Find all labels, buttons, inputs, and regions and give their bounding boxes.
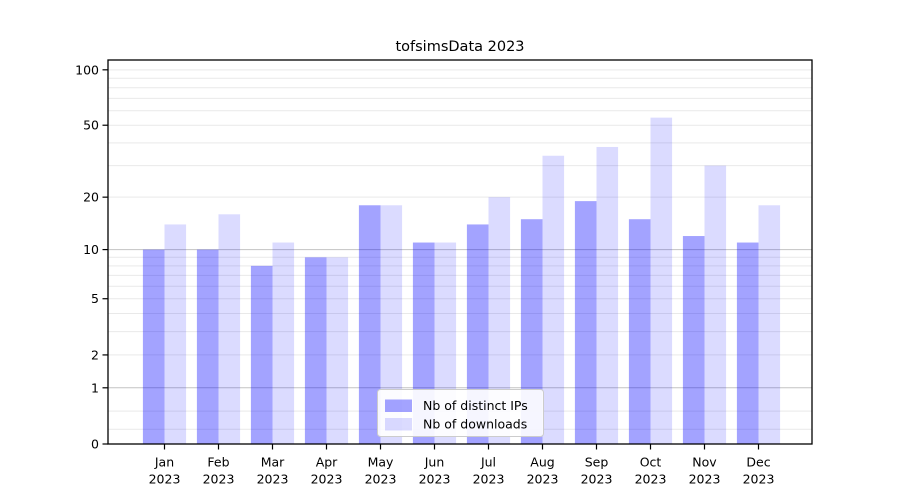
bar-downloads-mar <box>272 242 295 444</box>
bar-downloads-may <box>380 205 403 444</box>
y-tick-label-2: 2 <box>91 347 99 362</box>
bar-downloads-sep <box>596 146 619 444</box>
x-tick-month-jul: Jul <box>480 455 496 470</box>
y-tick-label-10: 10 <box>83 242 99 257</box>
x-tick-year-jan: 2023 <box>149 472 181 487</box>
legend-box <box>377 389 544 437</box>
plot-border <box>107 59 813 445</box>
x-tick-month-aug: Aug <box>530 455 554 470</box>
x-tick-year-jun: 2023 <box>419 472 451 487</box>
x-tick-month-may: May <box>368 455 394 470</box>
bar-ips-oct <box>628 219 651 444</box>
y-tick-label-100: 100 <box>75 62 99 77</box>
bar-ips-jan <box>142 249 165 444</box>
y-tick-label-1: 1 <box>91 380 99 395</box>
bar-ips-may <box>358 205 381 444</box>
chart-title: tofsimsData 2023 <box>395 39 524 55</box>
x-tick-year-apr: 2023 <box>311 472 343 487</box>
bar-ips-nov <box>682 236 705 444</box>
legend-swatch-downloads <box>385 418 412 431</box>
x-tick-year-mar: 2023 <box>257 472 289 487</box>
gridlines <box>108 69 812 430</box>
y-tick-label-20: 20 <box>83 190 99 205</box>
bar-downloads-aug <box>542 155 565 445</box>
bar-ips-dec <box>736 242 759 444</box>
legend-label-downloads: Nb of downloads <box>423 417 527 432</box>
x-tick-month-dec: Dec <box>746 455 770 470</box>
y-tick-label-5: 5 <box>91 291 99 306</box>
y-tick-label-0: 0 <box>91 437 99 452</box>
x-tick-month-jan: Jan <box>154 455 174 470</box>
bar-ips-feb <box>196 249 219 444</box>
x-tick-year-feb: 2023 <box>203 472 235 487</box>
x-tick-month-oct: Oct <box>640 455 662 470</box>
x-tick-year-aug: 2023 <box>527 472 559 487</box>
x-tick-month-apr: Apr <box>316 455 338 470</box>
x-tick-year-dec: 2023 <box>743 472 775 487</box>
bar-ips-apr <box>304 257 327 444</box>
bar-ips-sep <box>574 201 597 444</box>
bar-downloads-oct <box>650 117 673 444</box>
x-tick-year-jul: 2023 <box>473 472 505 487</box>
x-axis-ticks: Jan 2023 Feb 2023 Mar 2023 Apr 2023 May 2023 Jun 20… <box>149 444 775 487</box>
y-tick-label-50: 50 <box>83 118 99 133</box>
x-tick-year-oct: 2023 <box>635 472 667 487</box>
x-tick-month-jun: Jun <box>424 455 445 470</box>
legend-swatch-distinct-ips <box>385 399 412 412</box>
bar-downloads-jan <box>164 224 187 444</box>
bar-downloads-dec <box>758 205 781 444</box>
x-tick-year-may: 2023 <box>365 472 397 487</box>
x-tick-month-feb: Feb <box>207 455 229 470</box>
bar-ips-aug <box>520 219 543 444</box>
bar-downloads-apr <box>326 257 349 444</box>
bar-downloads-jul <box>488 197 511 444</box>
x-tick-year-sep: 2023 <box>581 472 613 487</box>
bar-downloads-nov <box>704 165 727 445</box>
x-tick-month-sep: Sep <box>585 455 609 470</box>
x-tick-year-nov: 2023 <box>689 472 721 487</box>
x-tick-month-mar: Mar <box>261 455 285 470</box>
legend-label-distinct-ips: Nb of distinct IPs <box>423 398 528 413</box>
bar-downloads-feb <box>218 214 241 444</box>
x-tick-month-nov: Nov <box>692 455 717 470</box>
legend: Nb of distinct IPs Nb of downloads <box>377 389 544 437</box>
bar-ips-mar <box>250 265 273 444</box>
